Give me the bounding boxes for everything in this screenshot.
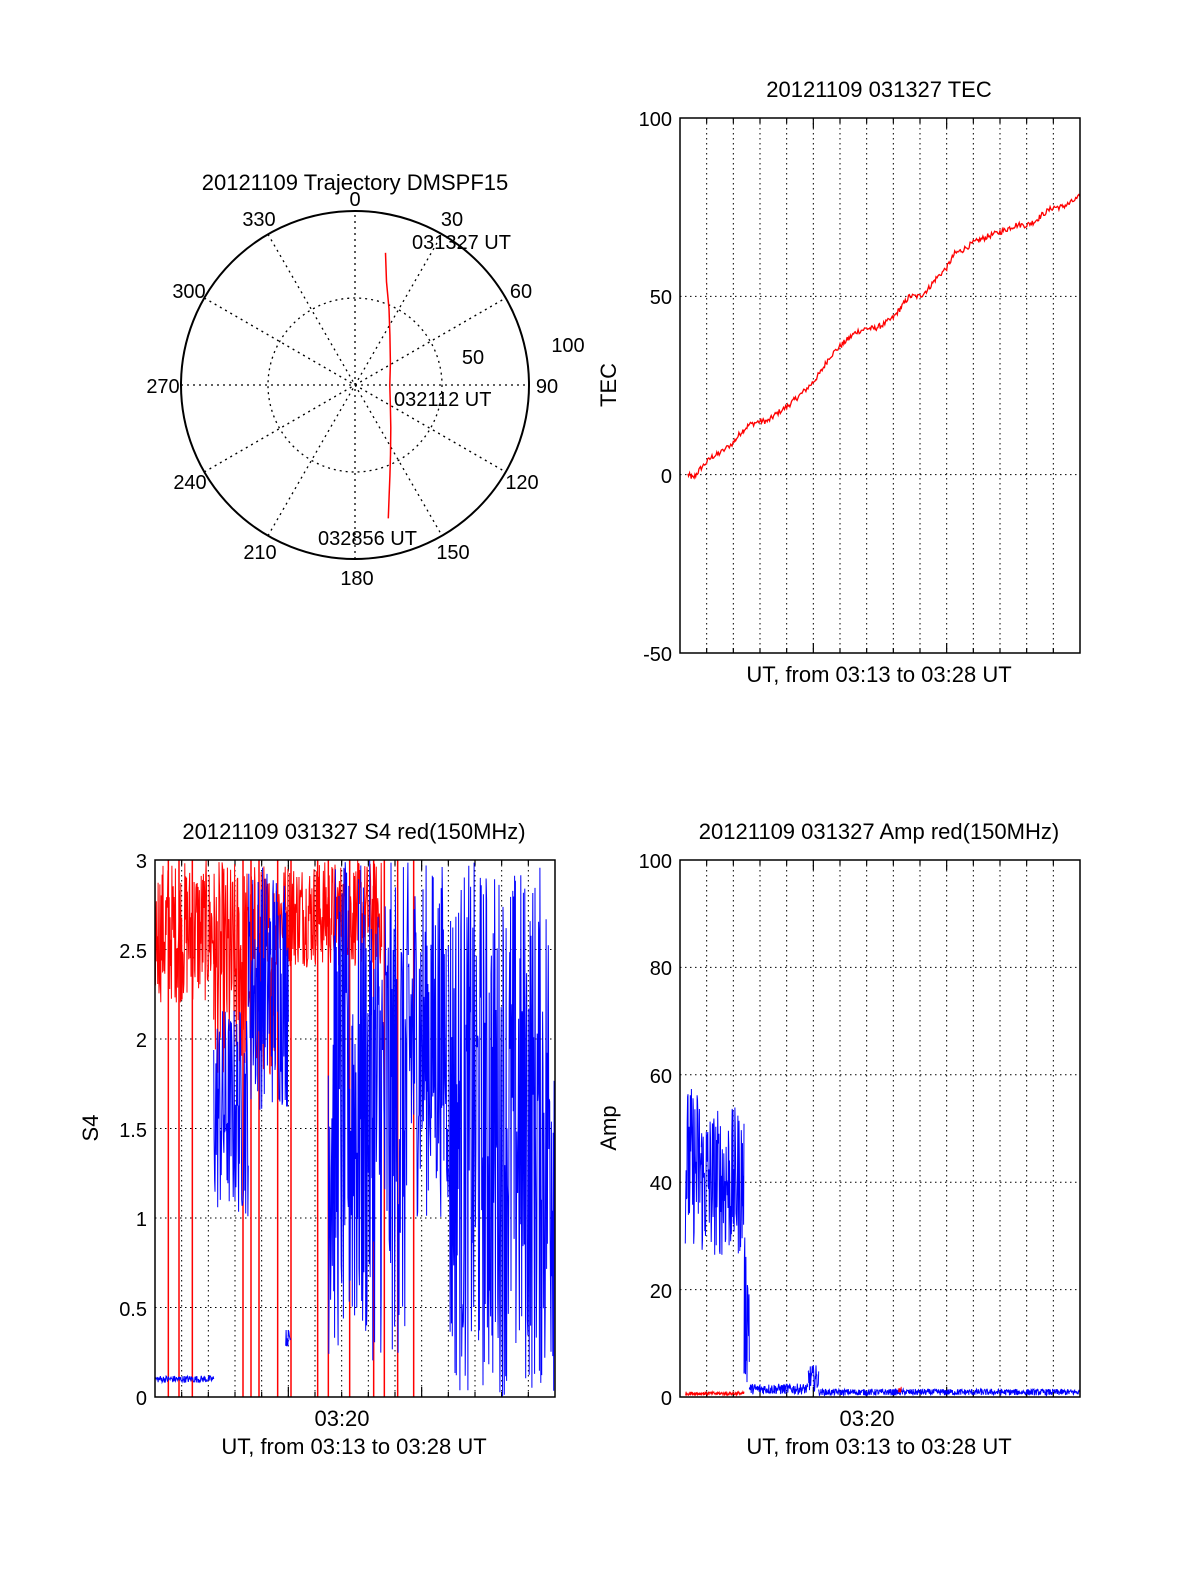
tec-axes-frame	[679, 117, 1081, 654]
tec-plot: 20121109 031327 TEC -50 0 50 100 TEC UT,…	[596, 77, 1081, 687]
polar-grid-spoke	[267, 233, 443, 537]
tec-xlabel: UT, from 03:13 to 03:28 UT	[746, 662, 1011, 687]
amp-y-ticks: 0 20 40 60 80 100	[639, 851, 672, 1410]
amp-ytick-label: 40	[650, 1173, 672, 1195]
s4-series-trace	[447, 862, 556, 1397]
amp-ytick-label: 60	[650, 1066, 672, 1088]
az-label-90: 90	[536, 376, 558, 398]
radial-label-100: 100	[551, 335, 584, 357]
s4-series-trace	[154, 1374, 215, 1385]
amp-axes-frame	[679, 859, 1081, 1398]
polar-outer-circle	[180, 210, 530, 560]
polar-grid	[181, 211, 529, 559]
amp-series-trace	[818, 1387, 1081, 1398]
amp-series-trace	[743, 1237, 750, 1383]
az-label-30: 30	[441, 209, 463, 231]
tec-ytick-label: 0	[661, 466, 672, 488]
az-label-270: 270	[146, 376, 179, 398]
annotation-start-time: 031327 UT	[412, 232, 511, 254]
amp-series-trace	[748, 1383, 809, 1396]
az-label-300: 300	[172, 281, 205, 303]
s4-series-trace	[407, 865, 449, 1217]
amp-series-trace	[898, 1386, 902, 1393]
amp-ylabel: Amp	[596, 1105, 621, 1150]
tec-ytick-label: -50	[643, 644, 672, 666]
s4-series-trace	[247, 867, 289, 1110]
az-label-180: 180	[340, 568, 373, 590]
s4-series-trace	[154, 860, 215, 1003]
s4-ytick-label: 1.5	[119, 1120, 147, 1142]
polar-grid-circle	[267, 297, 443, 473]
tec-title: 20121109 031327 TEC	[766, 77, 992, 102]
amp-series-trace	[685, 1389, 745, 1397]
amp-xlabel: UT, from 03:13 to 03:28 UT	[746, 1434, 1011, 1459]
s4-y-ticks: 0 0.5 1 1.5 2 2.5 3	[119, 851, 147, 1410]
s4-ytick-label: 0.5	[119, 1299, 147, 1321]
amp-series-trace	[807, 1365, 820, 1392]
s4-series-trace	[213, 1010, 249, 1217]
s4-series	[154, 860, 556, 1397]
amp-ytick-label: 80	[650, 958, 672, 980]
s4-plot: 20121109 031327 S4 red(150MHz) 0 0.5 1 1…	[78, 819, 556, 1459]
az-label-0: 0	[349, 189, 360, 211]
amp-ytick-label: 0	[661, 1388, 672, 1410]
s4-xtick-label: 03:20	[314, 1406, 369, 1431]
trajectory-plot: 20121109 Trajectory DMSPF15 0 30 60 90 1…	[146, 170, 584, 590]
s4-xlabel: UT, from 03:13 to 03:28 UT	[221, 1434, 486, 1459]
s4-series-trace	[327, 860, 409, 1361]
amp-ytick-label: 100	[639, 851, 672, 873]
s4-series-trace	[285, 1329, 292, 1347]
trajectory-line	[384, 252, 392, 519]
az-label-240: 240	[173, 472, 206, 494]
amp-series	[684, 1088, 1081, 1398]
s4-ytick-label: 1	[136, 1209, 147, 1231]
annotation-mid-time: 032112 UT	[394, 389, 491, 411]
s4-title: 20121109 031327 S4 red(150MHz)	[182, 819, 525, 844]
amp-grid	[680, 860, 1080, 1397]
amp-xtick-label: 03:20	[839, 1406, 894, 1431]
az-label-330: 330	[242, 209, 275, 231]
tec-y-ticks: -50 0 50 100	[639, 109, 672, 666]
tec-ytick-label: 100	[639, 109, 672, 131]
tec-ylabel: TEC	[596, 363, 621, 407]
s4-ytick-label: 2.5	[119, 941, 147, 963]
az-label-120: 120	[505, 472, 538, 494]
s4-ylabel: S4	[78, 1115, 103, 1142]
s4-ytick-label: 0	[136, 1388, 147, 1410]
trajectory-title: 20121109 Trajectory DMSPF15	[202, 170, 509, 195]
tec-ytick-label: 50	[650, 287, 672, 309]
annotation-end-time: 032856 UT	[318, 528, 417, 550]
s4-axes-frame	[154, 859, 556, 1398]
s4-ytick-label: 3	[136, 851, 147, 873]
radial-label-50: 50	[462, 347, 484, 369]
polar-azimuth-labels: 0 30 60 90 120 150 180 210 240 270 300 3…	[146, 189, 558, 590]
s4-ytick-label: 2	[136, 1030, 147, 1052]
tec-series-line	[687, 193, 1081, 480]
amp-ytick-label: 20	[650, 1281, 672, 1303]
az-label-60: 60	[510, 281, 532, 303]
az-label-210: 210	[243, 542, 276, 564]
tec-grid	[680, 118, 1080, 653]
amp-series-trace	[700, 1107, 745, 1255]
amp-plot: 20121109 031327 Amp red(150MHz) 0 20 40 …	[596, 819, 1081, 1459]
az-label-150: 150	[436, 542, 469, 564]
amp-series-trace	[684, 1088, 702, 1244]
amp-title: 20121109 031327 Amp red(150MHz)	[699, 819, 1059, 844]
